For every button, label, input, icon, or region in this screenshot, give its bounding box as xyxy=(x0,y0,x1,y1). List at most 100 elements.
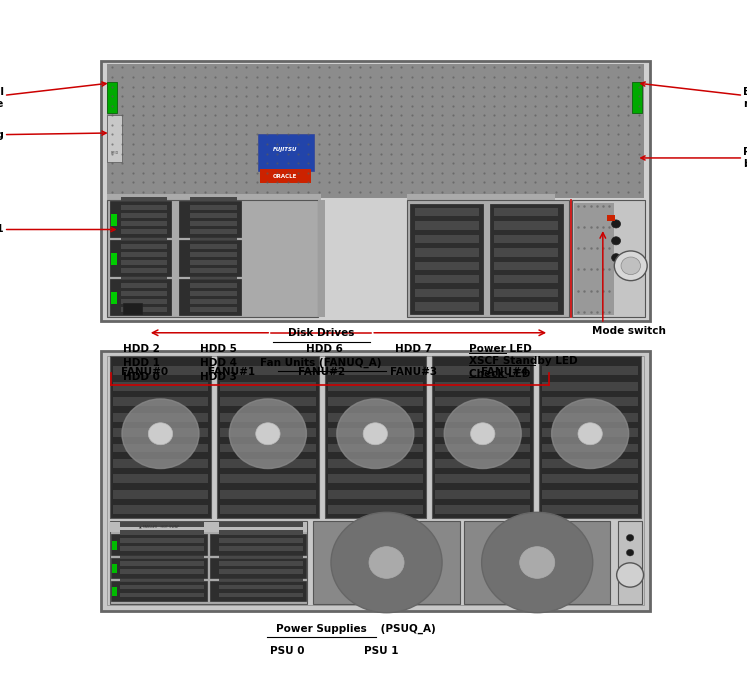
FancyBboxPatch shape xyxy=(407,200,569,317)
Bar xyxy=(190,299,237,304)
Text: FANU#3: FANU#3 xyxy=(389,367,437,377)
Bar xyxy=(120,562,204,566)
Bar xyxy=(121,244,167,248)
FancyBboxPatch shape xyxy=(432,356,533,518)
Bar xyxy=(220,397,315,406)
FancyBboxPatch shape xyxy=(574,203,614,315)
Bar xyxy=(113,428,208,437)
FancyBboxPatch shape xyxy=(110,240,171,276)
Text: HDD 2
HDD 1
HDD 0: HDD 2 HDD 1 HDD 0 xyxy=(123,344,161,382)
Bar xyxy=(190,221,237,225)
Bar xyxy=(219,576,303,581)
Bar xyxy=(120,585,204,589)
Bar xyxy=(190,213,237,217)
Bar xyxy=(495,289,558,297)
Bar xyxy=(120,568,204,573)
Bar xyxy=(415,302,479,311)
Bar xyxy=(542,367,638,375)
Bar xyxy=(435,506,530,514)
Bar xyxy=(219,546,303,551)
Bar xyxy=(220,459,315,468)
Bar xyxy=(328,397,423,406)
Bar xyxy=(219,585,303,589)
Bar xyxy=(113,475,208,483)
FancyBboxPatch shape xyxy=(179,279,241,315)
Bar xyxy=(190,260,237,265)
Bar xyxy=(542,506,638,514)
Bar xyxy=(220,490,315,499)
Circle shape xyxy=(626,535,633,541)
FancyBboxPatch shape xyxy=(179,201,241,237)
FancyBboxPatch shape xyxy=(210,535,306,555)
Bar xyxy=(435,475,530,483)
Bar xyxy=(219,568,303,573)
FancyBboxPatch shape xyxy=(572,200,645,317)
Bar xyxy=(190,291,237,296)
Text: HDD 7: HDD 7 xyxy=(394,344,432,354)
Bar xyxy=(120,545,204,550)
Bar xyxy=(190,205,237,209)
Text: Bezel
release: Bezel release xyxy=(0,82,106,109)
FancyBboxPatch shape xyxy=(107,115,122,162)
Bar xyxy=(542,397,638,406)
Bar xyxy=(110,522,308,532)
Circle shape xyxy=(612,220,621,228)
Bar xyxy=(328,490,423,499)
Bar xyxy=(220,475,315,483)
Bar xyxy=(435,459,530,468)
FancyBboxPatch shape xyxy=(110,356,211,518)
Bar xyxy=(113,382,208,391)
Bar xyxy=(112,564,117,573)
Bar xyxy=(121,229,167,234)
Bar xyxy=(542,443,638,452)
Bar xyxy=(495,208,558,216)
Text: FUJITSU: FUJITSU xyxy=(273,147,297,153)
Bar xyxy=(121,275,167,279)
FancyBboxPatch shape xyxy=(260,169,311,183)
Text: ORACLE: ORACLE xyxy=(273,173,297,179)
Circle shape xyxy=(363,423,388,445)
Bar xyxy=(435,490,530,499)
Bar xyxy=(542,459,638,468)
Text: Power LED: Power LED xyxy=(469,344,532,354)
Circle shape xyxy=(471,423,495,445)
Circle shape xyxy=(617,563,644,587)
Bar xyxy=(542,412,638,421)
FancyBboxPatch shape xyxy=(318,200,325,317)
Text: Mode switch: Mode switch xyxy=(592,326,666,335)
Circle shape xyxy=(578,423,602,445)
Bar xyxy=(190,275,237,279)
Text: Check LED: Check LED xyxy=(469,369,530,379)
Bar xyxy=(190,229,237,234)
Bar xyxy=(220,412,315,421)
Bar xyxy=(121,221,167,225)
Text: PSU 0: PSU 0 xyxy=(270,646,305,656)
Circle shape xyxy=(626,549,633,556)
FancyBboxPatch shape xyxy=(210,558,306,578)
Bar xyxy=(328,428,423,437)
FancyBboxPatch shape xyxy=(179,240,241,276)
Bar xyxy=(220,367,315,375)
Text: ▲ FANU#0   HOT SWAP: ▲ FANU#0 HOT SWAP xyxy=(139,525,179,529)
Bar xyxy=(328,475,423,483)
Bar xyxy=(495,235,558,243)
Circle shape xyxy=(482,512,593,613)
Text: PSU 1: PSU 1 xyxy=(364,646,398,656)
Bar xyxy=(121,196,167,201)
Text: Fan Units (FANUQ_A): Fan Units (FANUQ_A) xyxy=(261,358,382,369)
Text: FANU#0: FANU#0 xyxy=(120,367,168,377)
Bar xyxy=(495,221,558,230)
Circle shape xyxy=(331,512,442,613)
Bar xyxy=(219,538,303,543)
FancyBboxPatch shape xyxy=(539,356,641,518)
Bar xyxy=(219,545,303,550)
Text: FANU#1: FANU#1 xyxy=(208,367,255,377)
Circle shape xyxy=(122,399,199,468)
Bar xyxy=(435,397,530,406)
Bar xyxy=(121,213,167,217)
FancyBboxPatch shape xyxy=(110,201,171,237)
Circle shape xyxy=(614,251,647,281)
Bar xyxy=(495,262,558,270)
Bar xyxy=(113,443,208,452)
Bar xyxy=(328,443,423,452)
